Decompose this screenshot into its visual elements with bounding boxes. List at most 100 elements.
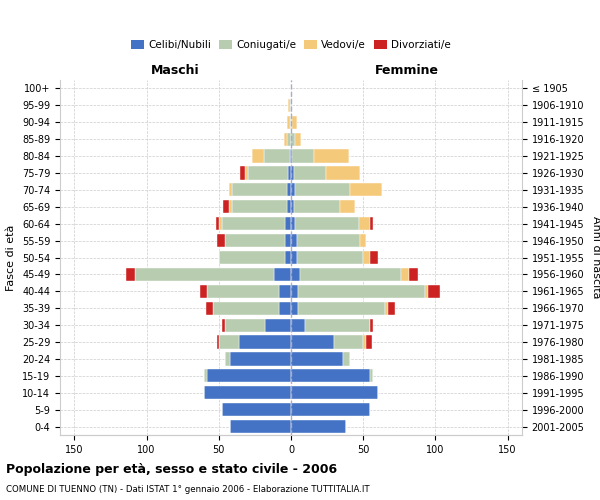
Bar (285, 217, 291, 230)
Legend: Celibi/Nubili, Coniugati/e, Vedovi/e, Divorziati/e: Celibi/Nubili, Coniugati/e, Vedovi/e, Di… (127, 36, 455, 54)
Bar (409, 268, 418, 281)
Bar (290, 99, 291, 112)
Y-axis label: Fasce di età: Fasce di età (7, 224, 16, 290)
Bar (245, 166, 248, 179)
Bar (363, 336, 366, 348)
Bar (284, 132, 287, 146)
Bar (285, 251, 291, 264)
Bar (280, 302, 291, 315)
Y-axis label: Anni di nascita: Anni di nascita (591, 216, 600, 298)
Bar (285, 234, 291, 247)
Bar (205, 369, 207, 382)
Bar (350, 184, 382, 196)
Bar (291, 251, 297, 264)
Bar (428, 284, 440, 298)
Bar (222, 318, 224, 332)
Bar (334, 336, 363, 348)
Bar (223, 200, 229, 213)
Bar (305, 318, 370, 332)
Text: COMUNE DI TUENNO (TN) - Dati ISTAT 1° gennaio 2006 - Elaborazione TUTTITALIA.IT: COMUNE DI TUENNO (TN) - Dati ISTAT 1° ge… (6, 485, 370, 494)
Bar (294, 166, 326, 179)
Bar (291, 184, 295, 196)
Bar (219, 336, 239, 348)
Bar (291, 352, 343, 366)
Bar (241, 166, 245, 179)
Bar (359, 217, 370, 230)
Bar (205, 386, 291, 400)
Bar (291, 420, 346, 433)
Bar (213, 302, 280, 315)
Bar (291, 116, 292, 129)
Bar (343, 352, 350, 366)
Bar (207, 369, 291, 382)
Bar (297, 234, 360, 247)
Bar (230, 352, 291, 366)
Bar (252, 150, 263, 162)
Bar (291, 268, 299, 281)
Bar (274, 268, 291, 281)
Bar (292, 116, 297, 129)
Bar (385, 302, 388, 315)
Bar (291, 166, 294, 179)
Bar (292, 150, 314, 162)
Bar (287, 116, 290, 129)
Bar (265, 318, 291, 332)
Bar (298, 302, 385, 315)
Bar (230, 420, 291, 433)
Bar (287, 200, 291, 213)
Bar (291, 403, 370, 416)
Bar (294, 200, 340, 213)
Bar (224, 234, 285, 247)
Bar (363, 251, 370, 264)
Bar (127, 268, 135, 281)
Bar (224, 318, 265, 332)
Bar (291, 99, 292, 112)
Bar (217, 336, 219, 348)
Bar (298, 284, 425, 298)
Bar (291, 336, 334, 348)
Bar (239, 336, 291, 348)
Bar (295, 184, 350, 196)
Bar (314, 150, 349, 162)
Bar (370, 217, 373, 230)
Bar (366, 336, 372, 348)
Bar (224, 352, 230, 366)
Bar (326, 166, 360, 179)
Text: Femmine: Femmine (374, 64, 439, 76)
Bar (232, 184, 287, 196)
Bar (229, 184, 232, 196)
Bar (207, 284, 280, 298)
Bar (370, 318, 373, 332)
Bar (288, 99, 290, 112)
Bar (287, 184, 291, 196)
Bar (135, 268, 274, 281)
Bar (291, 386, 377, 400)
Bar (229, 200, 232, 213)
Bar (291, 302, 298, 315)
Bar (222, 217, 285, 230)
Bar (288, 166, 291, 179)
Bar (370, 251, 377, 264)
Bar (287, 132, 291, 146)
Bar (297, 251, 363, 264)
Bar (340, 200, 355, 213)
Bar (295, 132, 301, 146)
Bar (370, 369, 373, 382)
Bar (290, 150, 291, 162)
Bar (291, 150, 292, 162)
Bar (280, 284, 291, 298)
Bar (206, 302, 213, 315)
Bar (425, 284, 428, 298)
Bar (248, 166, 288, 179)
Bar (222, 403, 291, 416)
Bar (388, 302, 395, 315)
Bar (295, 217, 359, 230)
Bar (360, 234, 366, 247)
Bar (291, 369, 370, 382)
Bar (217, 234, 224, 247)
Bar (232, 200, 287, 213)
Bar (291, 234, 297, 247)
Bar (291, 200, 294, 213)
Text: Maschi: Maschi (151, 64, 200, 76)
Bar (291, 318, 305, 332)
